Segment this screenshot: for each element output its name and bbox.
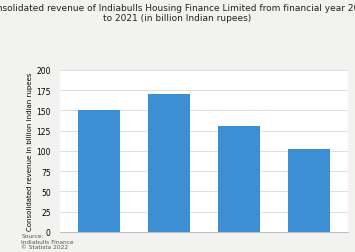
Bar [148, 95, 190, 232]
Y-axis label: Consolidated revenue in billion Indian rupees: Consolidated revenue in billion Indian r… [27, 72, 33, 230]
Text: Source:
Indiabulls Finance
© Statista 2022: Source: Indiabulls Finance © Statista 20… [21, 233, 74, 249]
Bar [218, 127, 260, 232]
Bar [78, 111, 120, 232]
Bar [288, 150, 331, 232]
Text: Consolidated revenue of Indiabulls Housing Finance Limited from financial year 2: Consolidated revenue of Indiabulls Housi… [0, 4, 355, 23]
